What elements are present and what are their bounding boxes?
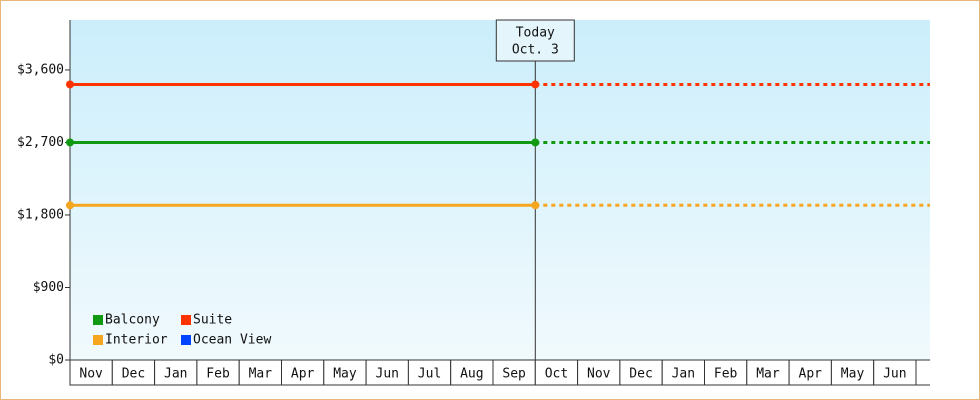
month-cell: [704, 359, 748, 386]
month-cell: [69, 359, 113, 386]
price-point: [66, 80, 74, 89]
x-tick-label: Dec: [629, 367, 652, 382]
price-point: [66, 201, 74, 210]
legend-label: Interior: [105, 333, 168, 348]
month-cell: [111, 359, 156, 386]
legend-label: Balcony: [105, 313, 160, 328]
today-box: [495, 19, 575, 62]
x-tick-label: Jul: [418, 367, 441, 382]
month-cell: [450, 359, 494, 386]
legend-swatch: [93, 335, 103, 345]
legend-swatch: [181, 315, 191, 325]
month-cell: [534, 359, 579, 386]
y-tick-label: $2,700: [17, 135, 64, 150]
y-tick-label: $900: [33, 280, 64, 295]
legend-label: Ocean View: [193, 333, 271, 348]
price-point: [531, 138, 540, 147]
month-cell: [830, 359, 875, 386]
x-tick-label: Apr: [799, 367, 823, 382]
month-cell: [577, 359, 621, 386]
x-tick-label: Mar: [249, 367, 273, 382]
y-tick-label: $0: [48, 353, 64, 368]
price-point: [66, 138, 74, 147]
x-tick-label: Nov: [79, 367, 103, 382]
x-tick-label: Jan: [164, 367, 187, 382]
month-cell: [238, 359, 282, 386]
price-point: [531, 201, 540, 210]
month-cell: [661, 359, 706, 386]
y-tick-label: $1,800: [17, 207, 64, 222]
x-tick-label: May: [333, 367, 357, 382]
plot-area: [70, 20, 930, 360]
x-tick-label: May: [841, 367, 865, 382]
x-tick-label: Jan: [672, 367, 695, 382]
month-cell: [365, 359, 409, 386]
x-tick-label: Sep: [502, 367, 526, 382]
x-tick-label: Mar: [756, 367, 780, 382]
today-label: Oct. 3: [512, 43, 559, 58]
x-tick-label: Feb: [206, 367, 230, 382]
x-tick-label: Feb: [714, 367, 738, 382]
today-label: Today: [516, 26, 555, 41]
x-tick-label: Jun: [883, 367, 906, 382]
month-cell: [154, 359, 198, 386]
legend-swatch: [93, 315, 103, 325]
x-tick-label: Aug: [460, 367, 483, 382]
x-tick-label: Apr: [291, 367, 315, 382]
month-cell: [788, 359, 832, 386]
x-tick-label: Jun: [376, 367, 399, 382]
price-point: [531, 80, 540, 89]
x-tick-label: Nov: [587, 367, 611, 382]
x-tick-label: Oct: [545, 367, 568, 382]
x-tick-label: Dec: [122, 367, 145, 382]
y-tick-label: $3,600: [17, 62, 64, 77]
legend-label: Suite: [193, 313, 232, 328]
legend-swatch: [181, 335, 191, 345]
month-cell: [873, 359, 917, 386]
month-cell: [196, 359, 240, 386]
